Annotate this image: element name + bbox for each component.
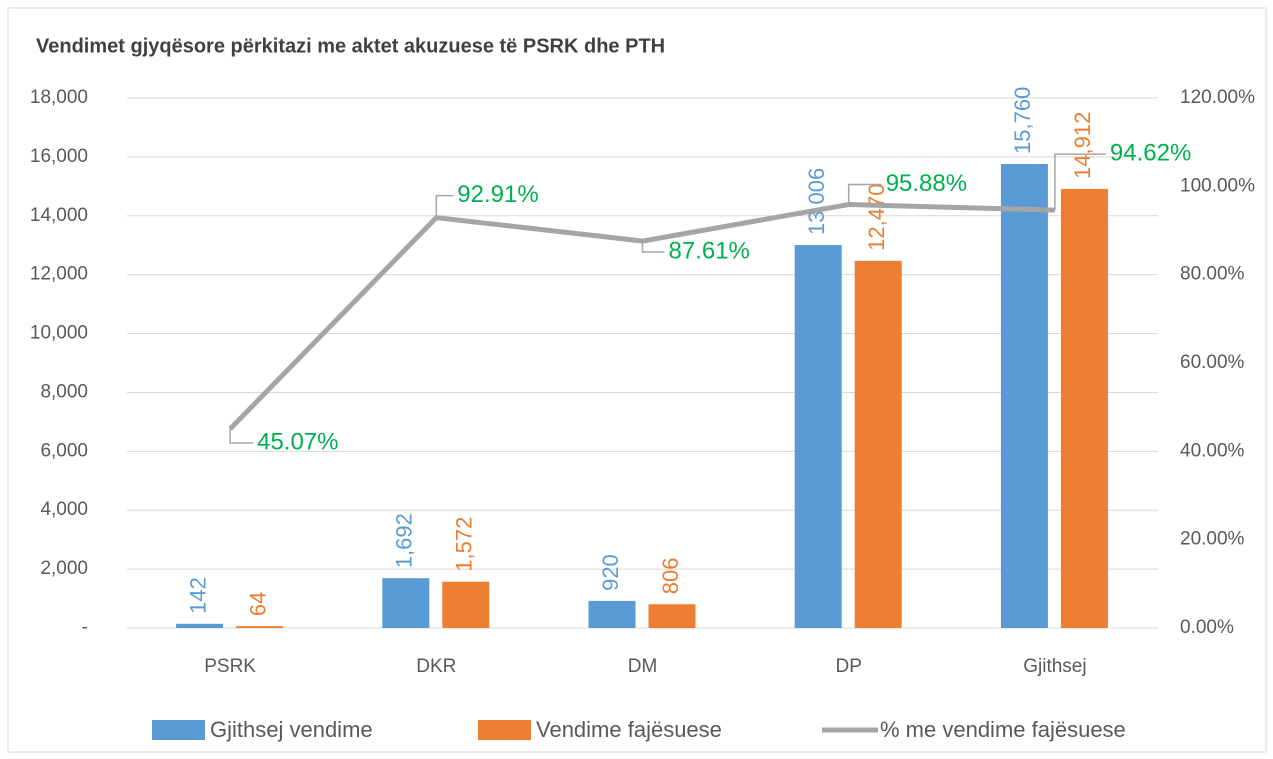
y2-tick-label: 80.00% <box>1180 264 1245 285</box>
y2-tick-label: 100.00% <box>1180 175 1255 196</box>
bar-value-label: 806 <box>658 558 683 595</box>
x-tick-label: DP <box>835 656 861 677</box>
legend-swatch <box>152 720 205 740</box>
legend-label: Vendime fajësuese <box>536 717 722 742</box>
y-tick-label: 8,000 <box>40 381 88 402</box>
y2-tick-label: 20.00% <box>1180 529 1245 550</box>
line-value-label: 95.88% <box>886 170 967 197</box>
leader-line <box>229 428 254 444</box>
y2-tick-label: 0.00% <box>1180 617 1234 638</box>
bar-value-label: 920 <box>598 554 623 591</box>
bar <box>1060 188 1108 628</box>
y2-tick-label: 120.00% <box>1180 87 1255 108</box>
bar-value-label: 142 <box>185 577 210 614</box>
y-tick-label: 16,000 <box>30 146 88 167</box>
chart-title: Vendimet gjyqësore përkitazi me aktet ak… <box>36 35 665 57</box>
bar <box>648 604 696 628</box>
line-value-label: 45.07% <box>257 428 338 455</box>
line-value-label: 92.91% <box>457 181 538 208</box>
leader-line <box>435 194 454 218</box>
y-tick-label: 14,000 <box>30 205 88 226</box>
legend-swatch <box>478 720 531 740</box>
legend-label: % me vendime fajësuese <box>880 717 1126 742</box>
x-tick-label: PSRK <box>204 656 256 677</box>
y-tick-label: 6,000 <box>40 440 88 461</box>
leader-line <box>641 241 665 253</box>
bar-value-label: 12,470 <box>864 184 889 251</box>
bar <box>176 623 224 628</box>
x-tick-label: DKR <box>416 656 456 677</box>
bar-value-label: 64 <box>245 592 270 616</box>
line-value-label: 94.62% <box>1110 139 1191 166</box>
line-value-label: 87.61% <box>669 237 750 264</box>
bar <box>442 581 490 628</box>
y-tick-label: 10,000 <box>30 323 88 344</box>
y-tick-label: 4,000 <box>40 499 88 520</box>
y-tick-label: 18,000 <box>30 87 88 108</box>
bar-value-label: 15,760 <box>1010 87 1035 154</box>
bar <box>588 600 636 628</box>
bar <box>382 578 430 628</box>
bar-value-label: 13,006 <box>804 168 829 235</box>
x-tick-label: Gjithsej <box>1023 656 1086 677</box>
y-tick-label: 2,000 <box>40 558 88 579</box>
y-tick-label: - <box>82 617 88 638</box>
bar <box>854 260 902 628</box>
leader-line <box>1054 153 1106 211</box>
bar <box>236 626 284 628</box>
bar <box>794 245 842 628</box>
bar-value-label: 1,692 <box>392 513 417 568</box>
bar-value-label: 1,572 <box>452 517 477 572</box>
y2-tick-label: 40.00% <box>1180 440 1245 461</box>
y-tick-label: 12,000 <box>30 264 88 285</box>
bar <box>1000 163 1048 628</box>
x-tick-label: DM <box>628 656 658 677</box>
leader-line <box>847 183 882 205</box>
bar-value-label: 14,912 <box>1070 112 1095 179</box>
legend-label: Gjithsej vendime <box>210 717 373 742</box>
y2-tick-label: 60.00% <box>1180 352 1245 373</box>
